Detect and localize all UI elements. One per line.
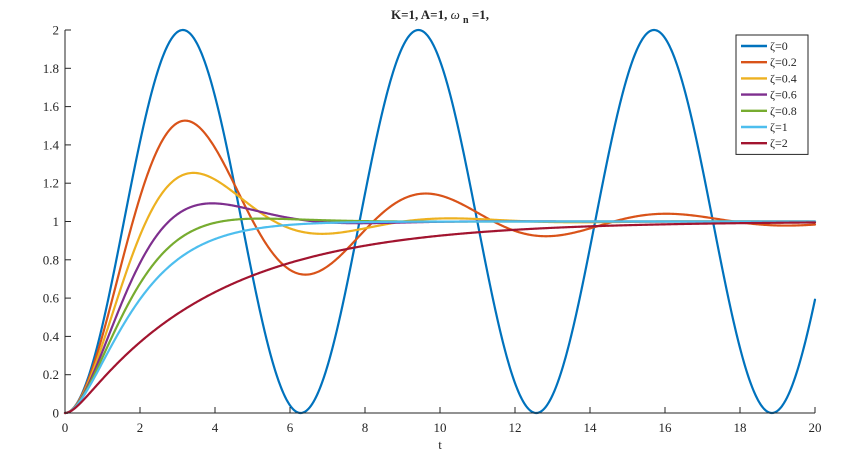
- y-tick-label: 2: [53, 23, 60, 38]
- legend: ζ=0 ζ=0.2 ζ=0.4 ζ=0.6 ζ=0.8 ζ=1 ζ=2: [735, 34, 809, 155]
- plot-lines: [63, 28, 817, 415]
- y-tick-label: 1.4: [43, 137, 60, 152]
- series-line-1: [63, 119, 817, 415]
- x-tick-label: 14: [584, 420, 598, 435]
- y-tick-label: 1.2: [43, 176, 59, 191]
- x-tick-label: 20: [809, 420, 822, 435]
- chart-title-subscript: n: [463, 15, 469, 26]
- chart-title-suffix: =1,: [472, 7, 489, 22]
- legend-label-3: ζ=0.6: [770, 88, 797, 102]
- series-line-5: [63, 220, 817, 415]
- legend-label-2: ζ=0.4: [770, 71, 797, 85]
- series-line-2: [63, 171, 817, 415]
- legend-label-1: ζ=0.2: [770, 55, 797, 69]
- axes: [64, 29, 816, 414]
- x-tick-label: 18: [734, 420, 747, 435]
- x-axis-label: t: [438, 437, 442, 452]
- chart-title: K=1, A=1, ω n =1,: [391, 7, 489, 26]
- legend-label-0: ζ=0: [770, 39, 788, 53]
- y-tick-label: 1: [53, 214, 60, 229]
- legend-label-4: ζ=0.8: [770, 104, 797, 118]
- x-tick-label: 10: [434, 420, 447, 435]
- y-tick-label: 0.2: [43, 367, 59, 382]
- y-tick-label: 0: [53, 406, 60, 421]
- series-line-6: [63, 221, 817, 415]
- y-tick-label: 1.6: [43, 99, 60, 114]
- x-tick-label: 2: [137, 420, 144, 435]
- chart-title-prefix: K=1, A=1,: [391, 7, 451, 22]
- tick-labels: 0 2 4 6 8 10 12 14 16 18 20 0 0.2 0.4 0.6 0.8 1 1.2 1.4 1.6…: [43, 23, 822, 436]
- series-line-0: [63, 28, 817, 415]
- x-tick-label: 4: [212, 420, 219, 435]
- x-tick-label: 0: [62, 420, 69, 435]
- series-line-4: [63, 217, 817, 415]
- legend-label-6: ζ=2: [770, 136, 788, 150]
- y-tick-label: 1.8: [43, 61, 59, 76]
- x-tick-label: 8: [362, 420, 369, 435]
- x-tick-label: 16: [659, 420, 673, 435]
- x-tick-label: 12: [509, 420, 522, 435]
- y-tick-label: 0.6: [43, 291, 60, 306]
- chart-title-omega: ω: [451, 7, 460, 22]
- x-tick-label: 6: [287, 420, 294, 435]
- legend-label-5: ζ=1: [770, 120, 788, 134]
- y-tick-label: 0.4: [43, 329, 60, 344]
- y-tick-label: 0.8: [43, 252, 59, 267]
